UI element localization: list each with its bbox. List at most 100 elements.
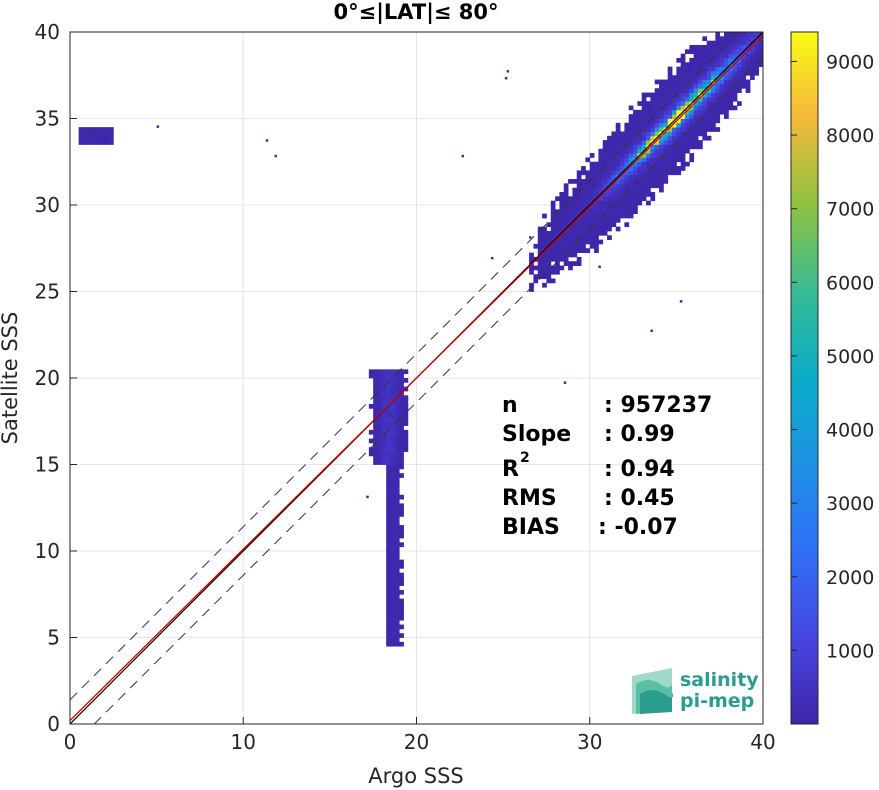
density-cell bbox=[550, 278, 556, 284]
density-cell bbox=[576, 183, 582, 189]
density-cell bbox=[615, 179, 621, 184]
density-cell bbox=[663, 109, 669, 115]
x-axis-label: Argo SSS bbox=[368, 764, 463, 788]
density-cell bbox=[615, 161, 621, 167]
density-cell bbox=[679, 300, 683, 303]
density-cell bbox=[667, 92, 673, 98]
density-cell bbox=[650, 109, 656, 115]
density-cell bbox=[737, 101, 742, 106]
density-cell bbox=[386, 369, 391, 375]
density-cell bbox=[628, 153, 634, 158]
density-cell bbox=[654, 122, 660, 128]
density-cell bbox=[737, 36, 742, 42]
density-cell bbox=[594, 209, 599, 215]
density-cell bbox=[728, 40, 734, 46]
density-cell bbox=[576, 235, 582, 240]
density-cell bbox=[659, 153, 664, 158]
density-cell bbox=[650, 196, 656, 202]
density-cell bbox=[637, 192, 643, 197]
density-cell bbox=[641, 101, 647, 106]
density-cell bbox=[667, 153, 673, 158]
density-cell bbox=[624, 187, 630, 193]
density-cell bbox=[685, 122, 690, 128]
density-cell bbox=[624, 222, 630, 228]
density-cell bbox=[663, 118, 669, 124]
density-cell bbox=[399, 542, 404, 548]
density-cell bbox=[381, 386, 387, 392]
density-cell bbox=[624, 131, 630, 137]
density-cell bbox=[373, 442, 378, 448]
density-cell bbox=[377, 395, 383, 401]
density-cell bbox=[559, 226, 565, 232]
density-cell bbox=[693, 131, 699, 137]
density-cell bbox=[563, 200, 569, 206]
density-cell bbox=[108, 140, 114, 145]
density-cell bbox=[537, 256, 543, 262]
density-cell bbox=[698, 140, 703, 145]
density-cell bbox=[633, 161, 638, 167]
density-cell bbox=[373, 399, 378, 405]
density-cell bbox=[624, 144, 630, 150]
density-cell bbox=[702, 114, 708, 119]
density-cell bbox=[615, 127, 621, 132]
density-cell bbox=[529, 269, 534, 275]
density-cell bbox=[672, 161, 677, 167]
density-cell bbox=[693, 70, 699, 76]
density-cell bbox=[706, 122, 712, 128]
density-cell bbox=[737, 70, 742, 76]
density-cell bbox=[693, 101, 699, 106]
density-cell bbox=[585, 230, 591, 236]
density-cell bbox=[394, 529, 400, 535]
density-cell bbox=[693, 109, 699, 115]
density-cell bbox=[537, 226, 543, 232]
density-cell bbox=[576, 209, 582, 215]
density-cell bbox=[646, 135, 651, 141]
density-cell bbox=[555, 196, 560, 202]
density-cell bbox=[611, 200, 617, 206]
density-cell bbox=[386, 429, 391, 435]
density-cell bbox=[663, 144, 669, 150]
density-cell bbox=[685, 135, 690, 141]
density-cell bbox=[646, 127, 651, 132]
density-cell bbox=[711, 118, 716, 124]
density-cell bbox=[680, 166, 686, 171]
density-cell bbox=[741, 57, 747, 63]
density-cell bbox=[676, 75, 682, 80]
density-cell bbox=[576, 170, 582, 176]
colorbar-tick-label: 9000 bbox=[826, 51, 874, 73]
density-cell bbox=[399, 382, 404, 388]
density-cell bbox=[386, 399, 391, 405]
density-cell bbox=[745, 57, 751, 63]
density-cell bbox=[659, 148, 664, 154]
y-tick-label: 10 bbox=[35, 539, 60, 563]
density-cell bbox=[646, 174, 651, 180]
density-cell bbox=[594, 230, 599, 236]
density-cell bbox=[550, 209, 556, 215]
density-cell bbox=[620, 161, 625, 167]
density-cell bbox=[633, 114, 638, 119]
density-cell bbox=[624, 174, 630, 180]
density-cell bbox=[568, 209, 573, 215]
density-cell bbox=[719, 101, 725, 106]
density-cell bbox=[680, 66, 686, 72]
density-cell bbox=[654, 166, 660, 171]
colorbar-tick-label: 6000 bbox=[826, 272, 874, 294]
density-cell bbox=[394, 538, 400, 543]
density-cell bbox=[581, 170, 586, 176]
density-cell bbox=[399, 529, 404, 535]
density-cell bbox=[585, 235, 591, 240]
density-cell bbox=[646, 166, 651, 171]
density-cell bbox=[611, 217, 617, 223]
density-cell bbox=[542, 269, 547, 275]
density-cell bbox=[581, 166, 586, 171]
density-cell bbox=[390, 378, 396, 383]
density-cell bbox=[676, 131, 682, 137]
density-cell bbox=[537, 248, 543, 253]
density-cell bbox=[542, 256, 547, 262]
density-cell bbox=[576, 187, 582, 193]
density-cell bbox=[390, 555, 396, 561]
density-cell bbox=[607, 209, 612, 215]
density-cell bbox=[576, 248, 582, 253]
density-cell bbox=[676, 122, 682, 128]
density-cell bbox=[724, 109, 729, 115]
